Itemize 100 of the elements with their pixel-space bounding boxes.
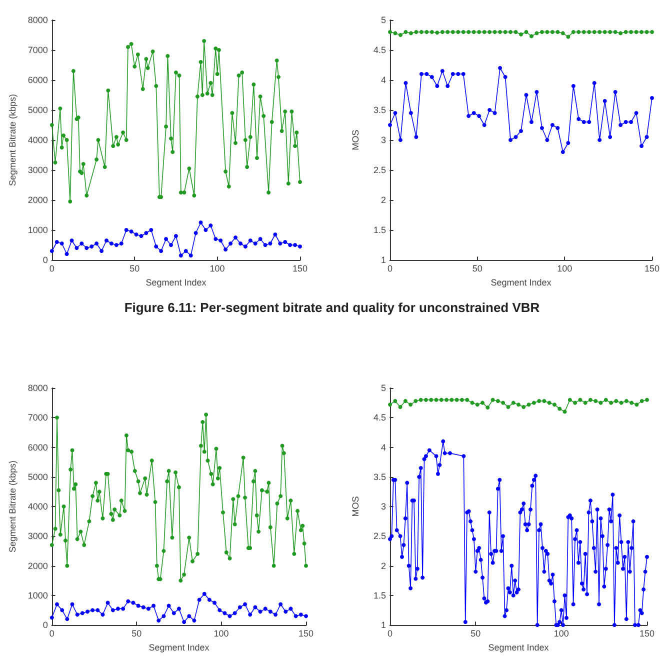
point xyxy=(146,606,150,611)
point xyxy=(110,608,115,612)
y-tick-label: 3 xyxy=(380,135,386,145)
point xyxy=(492,30,497,34)
point xyxy=(475,402,480,407)
y-tick-label: 3000 xyxy=(28,165,48,175)
point xyxy=(126,599,130,604)
y-tick-label: 1.5 xyxy=(373,225,386,235)
y-axis-title: MOS xyxy=(350,496,360,517)
point xyxy=(619,400,624,405)
point xyxy=(614,399,618,404)
point xyxy=(516,402,520,407)
point xyxy=(526,402,531,407)
point xyxy=(414,30,418,34)
y-tick-label: 1.5 xyxy=(373,590,386,600)
x-tick-label: 100 xyxy=(554,628,569,638)
point xyxy=(253,242,258,246)
point xyxy=(268,242,272,246)
point xyxy=(268,610,272,614)
point xyxy=(424,30,429,34)
point xyxy=(456,72,460,76)
y-tick-label: 0 xyxy=(42,255,48,265)
point xyxy=(594,399,598,404)
point xyxy=(139,234,144,238)
point xyxy=(582,120,586,124)
point xyxy=(238,242,242,246)
point xyxy=(55,602,60,606)
point xyxy=(218,238,223,242)
point xyxy=(134,232,138,236)
point xyxy=(174,234,178,238)
x-tick-label: 0 xyxy=(387,628,393,638)
point xyxy=(404,81,408,85)
point xyxy=(532,400,536,405)
point xyxy=(618,31,623,36)
x-tick-label: 50 xyxy=(130,264,140,274)
point xyxy=(398,33,402,37)
point xyxy=(562,410,567,414)
point xyxy=(488,108,492,112)
point xyxy=(176,606,181,611)
point xyxy=(587,120,592,124)
point xyxy=(644,135,649,139)
y-tick-label: 4000 xyxy=(28,135,48,145)
x-tick-label: 50 xyxy=(132,628,142,638)
point xyxy=(482,30,486,34)
point xyxy=(558,406,562,411)
point xyxy=(450,72,455,76)
y-axis-title: MOS xyxy=(350,130,360,150)
point xyxy=(408,111,413,115)
point xyxy=(640,144,644,148)
point xyxy=(149,228,154,232)
point xyxy=(506,404,510,409)
point xyxy=(608,30,612,34)
point xyxy=(403,399,408,404)
point xyxy=(84,246,89,250)
point xyxy=(119,242,124,246)
point xyxy=(578,398,582,402)
point xyxy=(650,96,654,100)
point xyxy=(224,248,228,252)
point xyxy=(560,31,565,36)
x-tick-label: 150 xyxy=(639,628,655,638)
point xyxy=(492,111,497,115)
point xyxy=(434,398,438,402)
point xyxy=(228,614,232,618)
point xyxy=(222,611,227,616)
y-tick-label: 1 xyxy=(380,620,386,630)
y-axis-title: Segment Bitrate (kbps) xyxy=(8,94,18,186)
point xyxy=(228,242,233,246)
point xyxy=(293,243,298,247)
point xyxy=(136,604,140,608)
point xyxy=(547,400,552,405)
point xyxy=(60,242,64,246)
point xyxy=(514,30,518,34)
point xyxy=(435,30,440,35)
point xyxy=(519,32,523,36)
point xyxy=(198,220,203,224)
point xyxy=(598,30,602,34)
x-tick-label: 100 xyxy=(557,264,572,274)
point xyxy=(144,231,148,235)
point xyxy=(298,244,302,248)
point xyxy=(258,610,262,614)
point xyxy=(80,611,84,616)
point xyxy=(522,404,526,409)
point xyxy=(393,31,398,36)
y-tick-label: 3.5 xyxy=(373,105,386,115)
point xyxy=(482,123,486,127)
point xyxy=(64,252,69,256)
point xyxy=(298,612,303,617)
x-tick-label: 50 xyxy=(472,264,482,274)
point xyxy=(629,120,634,124)
point xyxy=(156,618,161,623)
x-axis-title: Segment Index xyxy=(490,278,552,288)
point xyxy=(488,30,492,34)
point xyxy=(129,230,134,234)
point xyxy=(583,400,588,405)
point xyxy=(556,126,560,130)
point xyxy=(524,93,528,97)
point xyxy=(419,30,424,34)
point xyxy=(74,246,79,250)
y-tick-label: 2 xyxy=(380,195,386,205)
y-tick-label: 2000 xyxy=(28,560,48,571)
